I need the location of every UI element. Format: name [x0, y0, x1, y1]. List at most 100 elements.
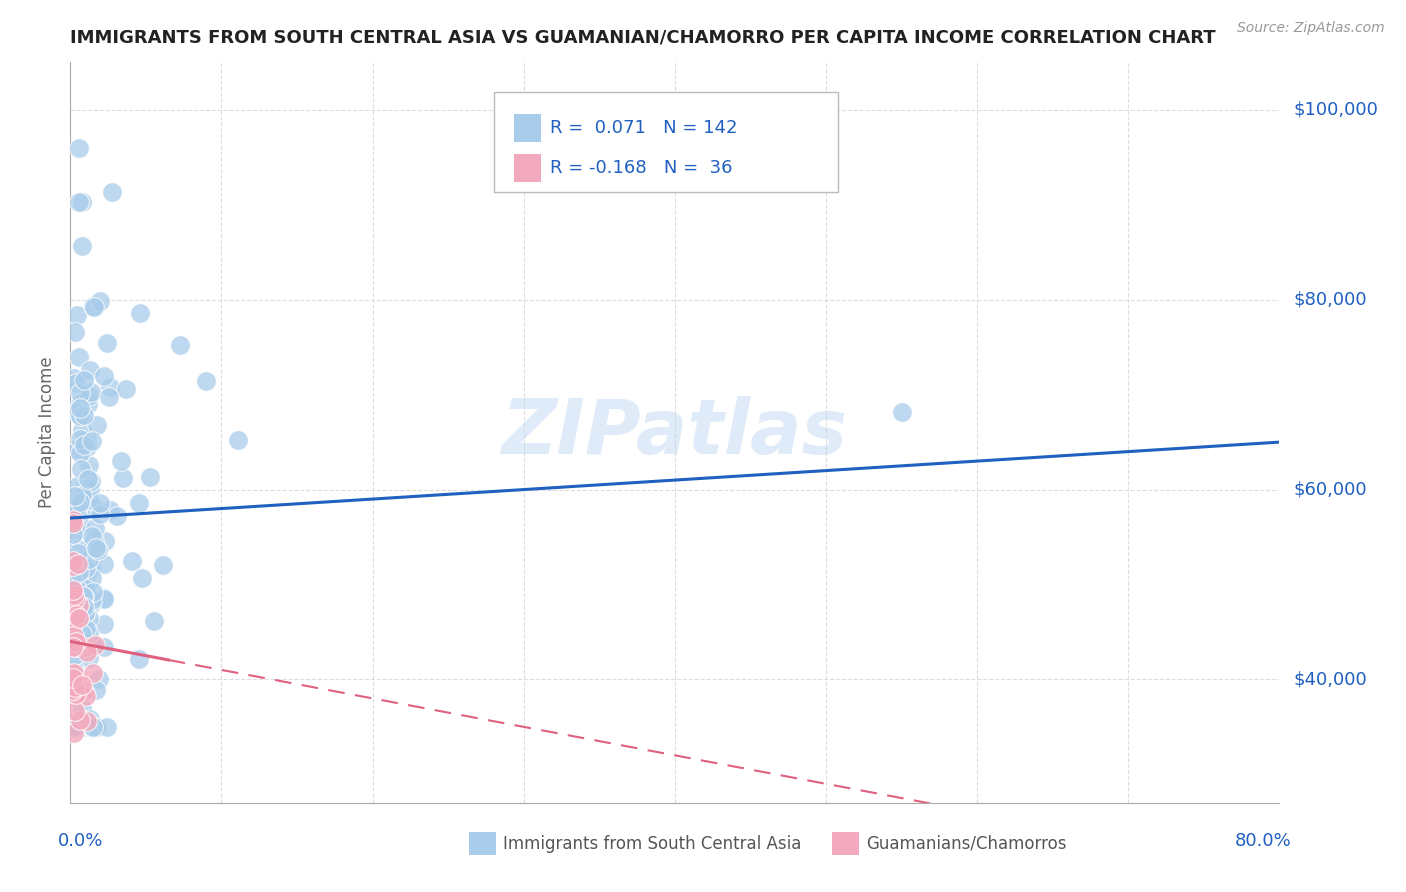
- Text: 80.0%: 80.0%: [1234, 832, 1292, 850]
- Point: [82, 720, 104, 734]
- Point: [73, 613, 96, 627]
- Point: [93, 640, 115, 655]
- Point: [65, 582, 87, 596]
- Point: [89, 496, 111, 510]
- Point: [76, 714, 98, 729]
- Point: [69, 462, 91, 476]
- Point: [65, 376, 87, 390]
- Point: [112, 470, 135, 484]
- Point: [62, 551, 84, 566]
- Point: [76, 645, 98, 659]
- Point: [63, 524, 86, 539]
- Point: [70, 194, 93, 209]
- Point: [80, 561, 103, 575]
- Point: [62, 720, 84, 734]
- Point: [67, 442, 90, 457]
- Point: [62, 725, 84, 739]
- Point: [76, 622, 98, 636]
- Text: Guamanians/Chamorros: Guamanians/Chamorros: [866, 835, 1066, 853]
- Point: [83, 638, 105, 652]
- Point: [76, 472, 98, 486]
- Point: [72, 684, 94, 698]
- Point: [65, 644, 87, 658]
- Point: [62, 516, 84, 531]
- Point: [128, 496, 150, 510]
- Text: Immigrants from South Central Asia: Immigrants from South Central Asia: [503, 835, 801, 853]
- Point: [73, 438, 96, 452]
- Point: [63, 704, 86, 718]
- Point: [75, 606, 97, 620]
- Point: [67, 673, 90, 688]
- Point: [65, 640, 87, 654]
- Point: [82, 299, 104, 313]
- Text: IMMIGRANTS FROM SOUTH CENTRAL ASIA VS GUAMANIAN/CHAMORRO PER CAPITA INCOME CORRE: IMMIGRANTS FROM SOUTH CENTRAL ASIA VS GU…: [70, 29, 1216, 47]
- Point: [67, 565, 90, 579]
- Point: [70, 424, 93, 438]
- Point: [69, 401, 91, 415]
- Point: [75, 640, 97, 654]
- Point: [66, 542, 89, 557]
- Point: [65, 607, 87, 622]
- Point: [77, 389, 100, 403]
- Point: [69, 445, 91, 459]
- Point: [70, 640, 93, 654]
- Point: [72, 589, 94, 603]
- Point: [77, 720, 100, 734]
- Point: [80, 529, 103, 543]
- Point: [69, 713, 91, 727]
- Point: [84, 521, 107, 535]
- Point: [93, 369, 115, 384]
- Point: [73, 481, 96, 495]
- Point: [72, 626, 94, 640]
- Point: [69, 409, 91, 424]
- Point: [69, 397, 91, 411]
- Point: [142, 615, 165, 629]
- Point: [77, 552, 100, 566]
- Point: [80, 474, 103, 488]
- Point: [75, 689, 97, 703]
- Point: [70, 239, 93, 253]
- Point: [86, 418, 108, 433]
- Point: [110, 454, 132, 468]
- Point: [62, 566, 84, 580]
- Point: [67, 611, 90, 625]
- Point: [67, 194, 90, 209]
- Point: [70, 720, 93, 734]
- Y-axis label: Per Capita Income: Per Capita Income: [38, 357, 56, 508]
- Point: [62, 665, 84, 680]
- Point: [63, 489, 86, 503]
- Point: [80, 384, 103, 399]
- Point: [69, 386, 91, 401]
- Point: [62, 667, 84, 681]
- Point: [101, 185, 124, 199]
- Point: [62, 583, 84, 598]
- Point: [75, 561, 97, 575]
- Point: [226, 433, 249, 447]
- Point: [63, 615, 86, 630]
- Text: 0.0%: 0.0%: [58, 832, 104, 850]
- Point: [60, 572, 83, 586]
- Point: [80, 634, 103, 648]
- Point: [70, 488, 93, 502]
- Text: $40,000: $40,000: [1294, 671, 1367, 689]
- Text: $80,000: $80,000: [1294, 291, 1367, 309]
- Point: [62, 526, 84, 541]
- Point: [77, 492, 100, 507]
- Point: [70, 582, 93, 597]
- Bar: [515, 114, 541, 142]
- Bar: [515, 154, 541, 182]
- Point: [93, 557, 115, 571]
- Point: [75, 582, 97, 597]
- Text: Source: ZipAtlas.com: Source: ZipAtlas.com: [1237, 21, 1385, 35]
- Point: [77, 651, 100, 665]
- Point: [890, 405, 912, 419]
- Point: [62, 370, 84, 384]
- Point: [77, 626, 100, 640]
- Point: [93, 616, 115, 631]
- Point: [83, 300, 105, 314]
- Point: [80, 720, 103, 734]
- Point: [60, 628, 83, 642]
- Point: [66, 558, 89, 572]
- Point: [98, 503, 121, 517]
- Point: [62, 588, 84, 602]
